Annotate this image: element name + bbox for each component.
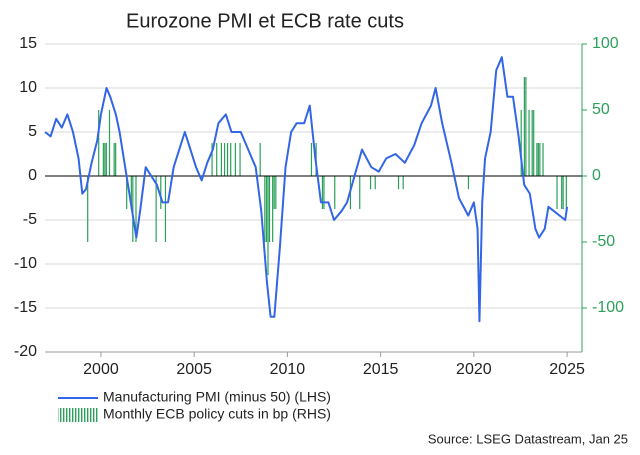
- bar: [562, 176, 564, 210]
- bar: [230, 143, 232, 177]
- source-note: Source: LSEG Datastream, Jan 25: [428, 431, 628, 446]
- bar: [374, 176, 376, 190]
- legend-label: Monthly ECB policy cuts in bp (RHS): [103, 406, 331, 422]
- legend-label: Manufacturing PMI (minus 50) (LHS): [103, 389, 331, 405]
- bar: [537, 143, 539, 177]
- y2-tick-label: 0: [592, 167, 601, 184]
- bar: [539, 143, 541, 177]
- bar: [275, 176, 277, 210]
- bar: [259, 143, 261, 177]
- bar: [264, 176, 266, 243]
- bar: [369, 176, 372, 190]
- bar: [105, 143, 107, 177]
- bar: [268, 176, 271, 243]
- y2-tick-label: -100: [592, 299, 624, 316]
- bar: [561, 176, 563, 210]
- bar: [536, 143, 538, 177]
- bar: [160, 176, 162, 210]
- bar: [273, 176, 275, 210]
- y-tick-label: -15: [14, 299, 37, 316]
- bar: [533, 110, 535, 177]
- x-tick-label: 2020: [456, 361, 492, 378]
- bar: [220, 143, 222, 177]
- bar: [321, 176, 324, 210]
- bar: [397, 176, 400, 190]
- y2-tick-label: 50: [592, 101, 610, 118]
- bar: [520, 110, 522, 177]
- y2-tick-label: -50: [592, 233, 615, 250]
- bar: [523, 77, 525, 177]
- bar: [130, 176, 132, 210]
- bar: [104, 143, 106, 177]
- bar: [226, 143, 229, 177]
- y-tick-label: -5: [23, 211, 37, 228]
- x-tick-label: 2010: [270, 361, 306, 378]
- bar: [211, 143, 213, 177]
- bar: [402, 176, 404, 190]
- bar: [334, 176, 336, 210]
- bar: [272, 176, 274, 243]
- bar: [531, 110, 533, 177]
- bar: [108, 110, 111, 177]
- legend-swatch: [58, 408, 98, 422]
- bar: [234, 143, 236, 177]
- bar: [115, 143, 117, 177]
- bar: [135, 176, 137, 243]
- y-tick-label: 5: [28, 123, 37, 140]
- bar: [525, 77, 527, 177]
- bar: [359, 176, 361, 210]
- y-tick-label: 10: [19, 79, 37, 96]
- bar: [323, 176, 325, 210]
- chart-title: Eurozone PMI et ECB rate cuts: [126, 10, 404, 32]
- x-tick-label: 2015: [363, 361, 399, 378]
- bar: [267, 176, 269, 276]
- bar: [102, 143, 104, 177]
- bar: [265, 176, 268, 243]
- bar: [126, 176, 128, 210]
- bar: [98, 110, 100, 177]
- x-tick-label: 2025: [549, 361, 585, 378]
- bar: [565, 176, 567, 210]
- bar: [239, 143, 241, 177]
- bar: [216, 143, 218, 177]
- x-tick-label: 2000: [83, 361, 119, 378]
- y-tick-label: 15: [19, 35, 37, 52]
- line: [44, 56, 569, 323]
- y-tick-label: -20: [14, 343, 37, 360]
- bar: [164, 176, 167, 243]
- y-tick-label: 0: [28, 167, 37, 184]
- bar: [155, 176, 157, 243]
- y-tick-label: -10: [14, 255, 37, 272]
- bar: [467, 176, 470, 190]
- bar: [556, 176, 558, 210]
- bar: [542, 143, 544, 177]
- bar: [87, 176, 89, 243]
- y2-tick-label: 100: [592, 35, 619, 52]
- x-tick-label: 2005: [176, 361, 212, 378]
- bar: [528, 110, 530, 177]
- bar: [223, 143, 226, 177]
- bar: [113, 143, 115, 177]
- bar: [310, 143, 313, 177]
